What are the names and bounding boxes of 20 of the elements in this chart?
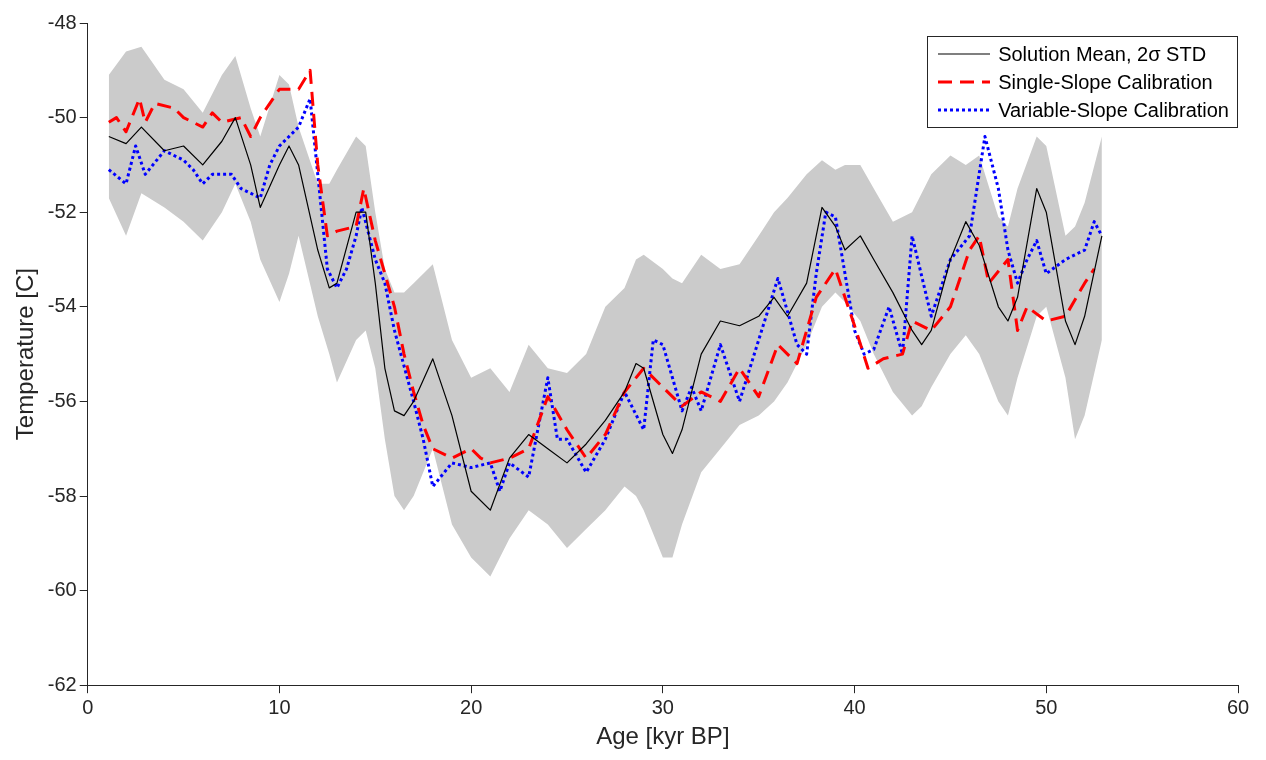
legend-label: Solution Mean, 2σ STD (998, 42, 1207, 66)
y-tick-label: -62 (47, 672, 77, 695)
y-tick-label: -52 (47, 199, 77, 222)
x-tick-label: 50 (1035, 695, 1058, 718)
y-tick-label: -50 (47, 105, 77, 128)
x-tick-label: 10 (268, 695, 291, 718)
x-tick-label: 40 (843, 695, 866, 718)
x-tick-label: 0 (82, 695, 94, 718)
x-tick-label: 20 (460, 695, 483, 718)
y-tick-label: -58 (47, 483, 77, 506)
x-axis-title: Age [kyr BP] (596, 722, 730, 750)
y-axis-title: Temperature [C] (11, 268, 39, 441)
y-tick-label: -48 (47, 10, 77, 33)
y-tick-label: -54 (47, 294, 77, 317)
legend-label: Variable-Slope Calibration (998, 98, 1229, 122)
y-tick-label: -60 (47, 578, 77, 601)
legend-label: Single-Slope Calibration (998, 70, 1213, 94)
y-tick-label: -56 (47, 388, 77, 411)
x-tick-label: 60 (1226, 695, 1250, 718)
x-tick-label: 30 (651, 695, 674, 718)
